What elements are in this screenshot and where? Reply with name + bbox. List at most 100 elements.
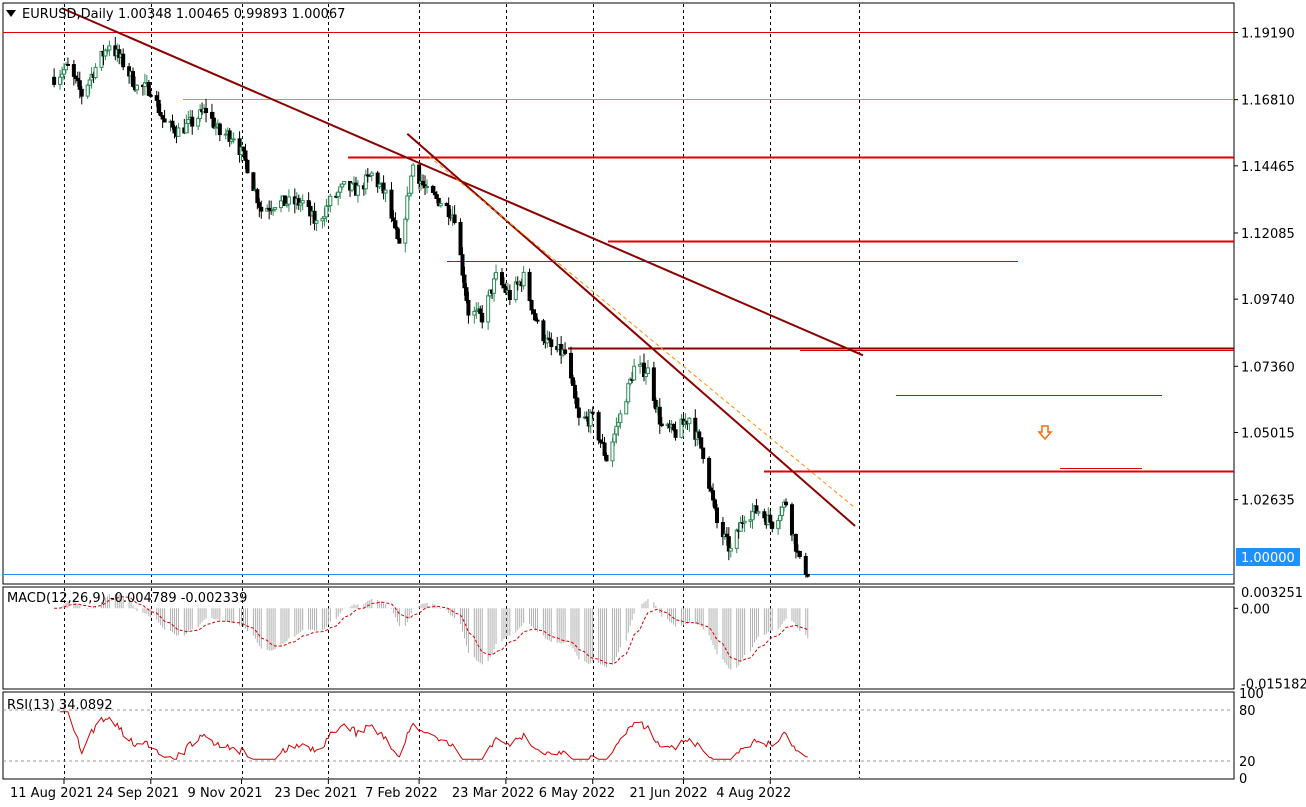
candle-body [306, 200, 311, 208]
time-axis[interactable]: 11 Aug 2021 24 Sep 2021 9 Nov 2021 23 Dec 2… [10, 779, 791, 801]
candle-body [618, 413, 623, 424]
x-tick-label: 21 Jun 2022 [629, 786, 707, 801]
candle-body [300, 200, 305, 204]
candle-body [671, 423, 676, 431]
candle-body [576, 407, 581, 418]
y-tick-label: 1.16810 [1241, 94, 1295, 109]
candle-body [217, 123, 222, 136]
candle-body [531, 309, 536, 315]
candle-body [409, 175, 414, 194]
macd-tick-label: 0.00 [1241, 602, 1270, 617]
dropdown-triangle-icon[interactable] [6, 10, 16, 17]
candle-body [762, 511, 767, 519]
candle-body [279, 200, 284, 209]
candle-body [458, 222, 463, 256]
candle-body [687, 417, 692, 425]
candle-body [190, 116, 195, 127]
candle-body [612, 433, 617, 443]
candle-body [507, 290, 512, 301]
candle-body [107, 45, 112, 51]
candle-body [657, 406, 662, 425]
candle-body [521, 271, 526, 287]
candle-body [549, 339, 554, 347]
candle-body [62, 69, 66, 75]
candle-body [438, 203, 443, 207]
candle-body [480, 312, 485, 323]
candle-body [588, 411, 593, 427]
candle-body [778, 515, 783, 522]
candle-body [170, 120, 175, 128]
trendlines [61, 7, 864, 527]
candle-body [535, 319, 540, 322]
candle-body [768, 514, 773, 523]
y-tick-label: 1.19190 [1241, 26, 1295, 41]
candle-body [464, 287, 469, 301]
candle-body [338, 186, 343, 193]
candle-body [342, 180, 347, 185]
candle-body [533, 313, 538, 321]
candle-body [569, 352, 574, 379]
y-tick-label: 1.05015 [1241, 426, 1295, 441]
candle-body [659, 423, 664, 427]
rsi-panel[interactable] [2, 691, 1235, 780]
rsi-title: RSI(13) 34.0892 [7, 698, 113, 713]
candle-body [77, 80, 82, 90]
candle-body [186, 119, 191, 124]
y-tick-label: 1.14465 [1241, 160, 1295, 175]
symbol-label: EURUSD,Daily [22, 7, 114, 22]
candle-body [209, 111, 214, 119]
candle-body [58, 76, 63, 85]
x-tick-label: 24 Sep 2021 [97, 786, 179, 801]
candle-body [243, 150, 248, 161]
rsi-series: 100 80 20 0 [3, 687, 1264, 787]
candle-body [255, 189, 260, 204]
candle-body [393, 220, 398, 229]
x-tick-label: 4 Aug 2022 [716, 786, 791, 801]
candle-body [527, 271, 532, 301]
candle-body [434, 194, 439, 199]
candle-body [93, 66, 98, 79]
macd-title: MACD(12,26,9) -0.004789 -0.002339 [7, 591, 247, 606]
rsi-line [60, 711, 808, 760]
candle-body [574, 397, 579, 409]
price-axis[interactable]: 1.19190 1.16810 1.14465 1.12085 1.09740 1.073… [1234, 26, 1295, 509]
candle-body [446, 205, 451, 218]
y-tick-label: 1.09740 [1241, 293, 1295, 308]
candle-body [803, 555, 808, 575]
candle-body [697, 431, 702, 439]
candle-body [383, 189, 388, 194]
x-tick-label: 9 Nov 2021 [188, 786, 263, 801]
candle-body [486, 295, 491, 323]
candle-body [734, 529, 739, 549]
candle-body [156, 99, 161, 113]
candle-body [134, 84, 139, 91]
candle-body [651, 367, 656, 401]
candle-body [750, 511, 755, 521]
candle-body [211, 117, 216, 129]
candle-body [460, 254, 465, 276]
candle-body [85, 84, 90, 97]
candle-body [154, 95, 159, 101]
candle-body [780, 506, 785, 517]
candle-body [314, 220, 319, 224]
y-tick-label: 1.02635 [1241, 494, 1295, 509]
candle-body [616, 422, 621, 427]
candle-body [590, 411, 595, 414]
candle-body [421, 180, 426, 186]
price-panel[interactable] [2, 2, 1235, 585]
candle-body [472, 310, 477, 316]
candle-body [355, 185, 360, 196]
candle-body [87, 79, 92, 86]
candle-body [645, 367, 650, 375]
candle-body [494, 272, 499, 280]
horizontal-levels [3, 32, 1234, 575]
candle-body [172, 126, 177, 134]
current-price-label: 1.00000 [1241, 551, 1295, 566]
candle-body [52, 76, 57, 85]
candle-body [478, 308, 483, 314]
candle-body [79, 88, 84, 97]
macd-tick-label: 0.003251 [1241, 586, 1303, 601]
rsi-tick-label: 0 [1239, 772, 1247, 787]
candle-body [363, 174, 368, 190]
macd-tick-label: -0.015182 [1241, 677, 1306, 692]
